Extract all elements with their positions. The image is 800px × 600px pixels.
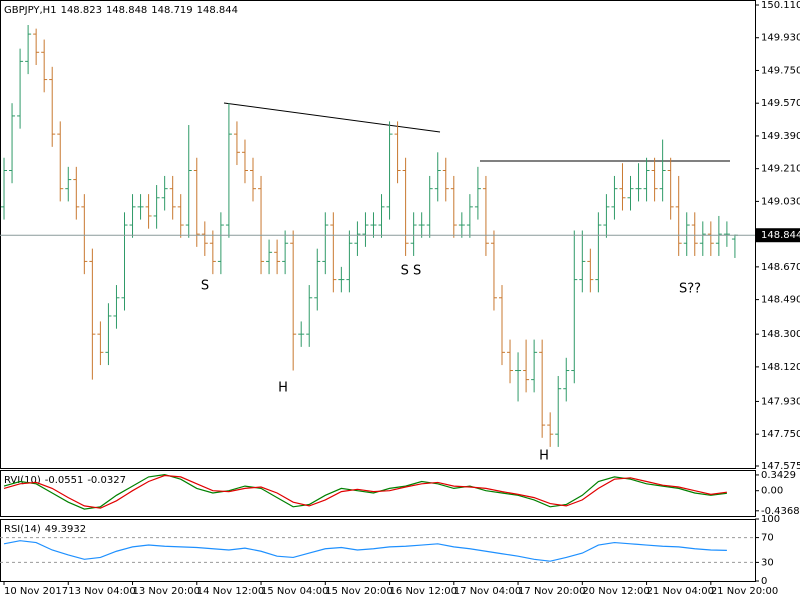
y-tick-label: 0.3429 xyxy=(761,470,796,481)
y-tick-label: 100 xyxy=(761,514,780,525)
panel-header: RVI(10) -0.0551 -0.0327 xyxy=(4,475,126,486)
y-tick-label: 149.210 xyxy=(761,164,800,175)
header-part: RSI(14) xyxy=(4,524,41,535)
header-part: -0.0551 xyxy=(45,475,84,486)
indicator-line xyxy=(3,474,727,509)
x-tick-label: 10 Nov 2017 xyxy=(4,586,68,597)
y-tick-label: 149.390 xyxy=(761,131,800,142)
y-tick-label: 30 xyxy=(761,557,774,568)
panel-frame xyxy=(0,0,756,469)
header-part: 148.823 xyxy=(61,5,102,16)
y-tick-label: 0.00 xyxy=(761,486,783,497)
y-tick-label: 149.570 xyxy=(761,98,800,109)
panel-frame xyxy=(0,519,756,582)
annotation: S xyxy=(201,279,209,294)
x-tick-label: 20 Nov 12:00 xyxy=(582,586,649,597)
x-tick-label: 14 Nov 12:00 xyxy=(197,586,264,597)
y-tick-label: 70 xyxy=(761,533,774,544)
header-part: GBPJPY,H1 xyxy=(4,5,57,16)
y-tick-label: 148.670 xyxy=(761,262,800,273)
y-tick-label: 149.750 xyxy=(761,65,800,76)
header-part: 49.3932 xyxy=(45,524,86,535)
y-tick-label: 148.490 xyxy=(761,295,800,306)
header-part: -0.0327 xyxy=(87,475,126,486)
y-tick-label: 147.930 xyxy=(761,396,800,407)
indicator-line xyxy=(3,473,727,510)
trend-line xyxy=(223,102,441,133)
x-tick-label: 15 Nov 04:00 xyxy=(261,586,328,597)
annotation: H xyxy=(539,449,549,464)
y-tick-label: 0 xyxy=(761,576,767,587)
y-tick-label: 149.030 xyxy=(761,196,800,207)
x-tick-label: 17 Nov 20:00 xyxy=(518,586,585,597)
header-part: 148.848 xyxy=(106,5,147,16)
x-tick-label: 13 Nov 04:00 xyxy=(68,586,135,597)
x-tick-label: 21 Nov 20:00 xyxy=(711,586,778,597)
x-tick-label: 21 Nov 04:00 xyxy=(647,586,714,597)
panel-frame xyxy=(0,470,756,517)
header-part: 148.844 xyxy=(197,5,238,16)
y-tick-label: 148.300 xyxy=(761,329,800,340)
x-tick-label: 15 Nov 20:00 xyxy=(325,586,392,597)
annotation: S?? xyxy=(679,282,701,297)
y-tick-label: -0.4368 xyxy=(761,506,800,517)
y-tick-label: 147.575 xyxy=(761,461,800,472)
y-tick-label: 150.110 xyxy=(761,0,800,11)
x-tick-label: 13 Nov 20:00 xyxy=(133,586,200,597)
last-price-box xyxy=(756,228,800,243)
header-part: 148.719 xyxy=(151,5,192,16)
panel-header: GBPJPY,H1 148.823 148.848 148.719 148.844 xyxy=(4,5,238,16)
y-tick-label: 148.120 xyxy=(761,362,800,373)
y-tick-label: 149.930 xyxy=(761,33,800,44)
indicator-line xyxy=(3,540,727,562)
annotation: S S xyxy=(401,264,422,279)
y-tick-label: 147.750 xyxy=(761,429,800,440)
x-tick-label: 17 Nov 04:00 xyxy=(454,586,521,597)
x-tick-label: 16 Nov 12:00 xyxy=(390,586,457,597)
panel-header: RSI(14) 49.3932 xyxy=(4,524,86,535)
annotation: H xyxy=(278,381,288,396)
last-price-label: 148.844 xyxy=(761,230,800,241)
header-part: RVI(10) xyxy=(4,475,41,486)
